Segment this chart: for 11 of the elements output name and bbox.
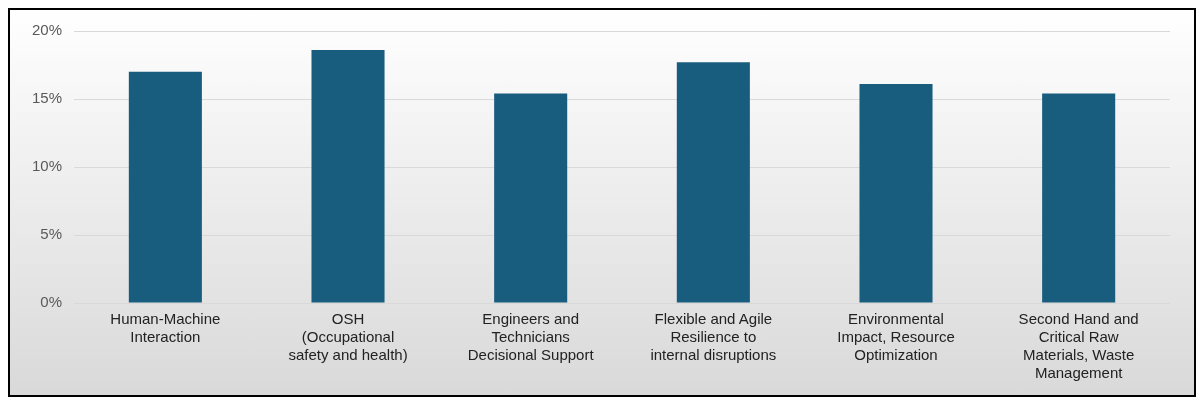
y-tick-label: 20%: [31, 21, 63, 39]
y-tick-label: 5%: [40, 225, 63, 243]
x-tick-label: Flexible and Agile Resilience to internal disruptions: [650, 310, 777, 364]
y-tick-label: 10%: [31, 157, 63, 175]
y-tick-label: 15%: [31, 89, 63, 107]
x-tick-label: OSH (Occupational safety and health): [288, 310, 408, 364]
x-tick-label: Human-Machine Interaction: [110, 310, 221, 346]
x-tick-label: Environmental Impact, Resource Optimization: [837, 310, 955, 364]
y-tick-label: 0%: [40, 293, 63, 311]
x-tick-label: Engineers and Technicians Decisional Support: [467, 310, 595, 364]
x-tick-label: Second Hand and Critical Raw Materials, Waste Management: [1018, 310, 1139, 382]
